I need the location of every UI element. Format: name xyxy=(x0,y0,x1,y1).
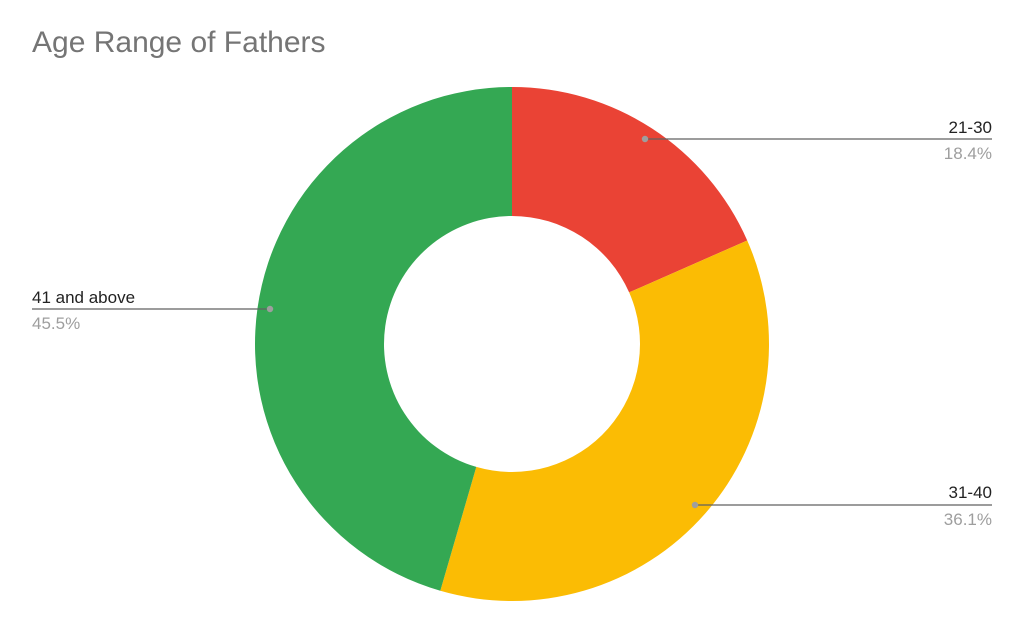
leader-dot-21-30 xyxy=(641,135,649,143)
slice-labels: 21-30 18.4% 31-40 36.1% 41 and above 45.5% xyxy=(32,118,992,529)
chart-title: Age Range of Fathers xyxy=(32,26,326,59)
slice-percent-31-40: 36.1% xyxy=(944,510,992,529)
slice-41-and-above[interactable] xyxy=(255,87,512,591)
leader-dot-41-and-above xyxy=(266,305,274,313)
donut-slices xyxy=(255,87,769,601)
slice-label-31-40: 31-40 xyxy=(949,483,992,502)
slice-label-41-and-above: 41 and above xyxy=(32,288,135,307)
leader-lines xyxy=(32,135,992,509)
slice-31-40[interactable] xyxy=(440,240,769,601)
slice-label-21-30: 21-30 xyxy=(949,118,992,137)
slice-percent-21-30: 18.4% xyxy=(944,144,992,163)
slice-21-30[interactable] xyxy=(512,87,748,293)
leader-dot-31-40 xyxy=(691,501,699,509)
slice-percent-41-and-above: 45.5% xyxy=(32,314,80,333)
